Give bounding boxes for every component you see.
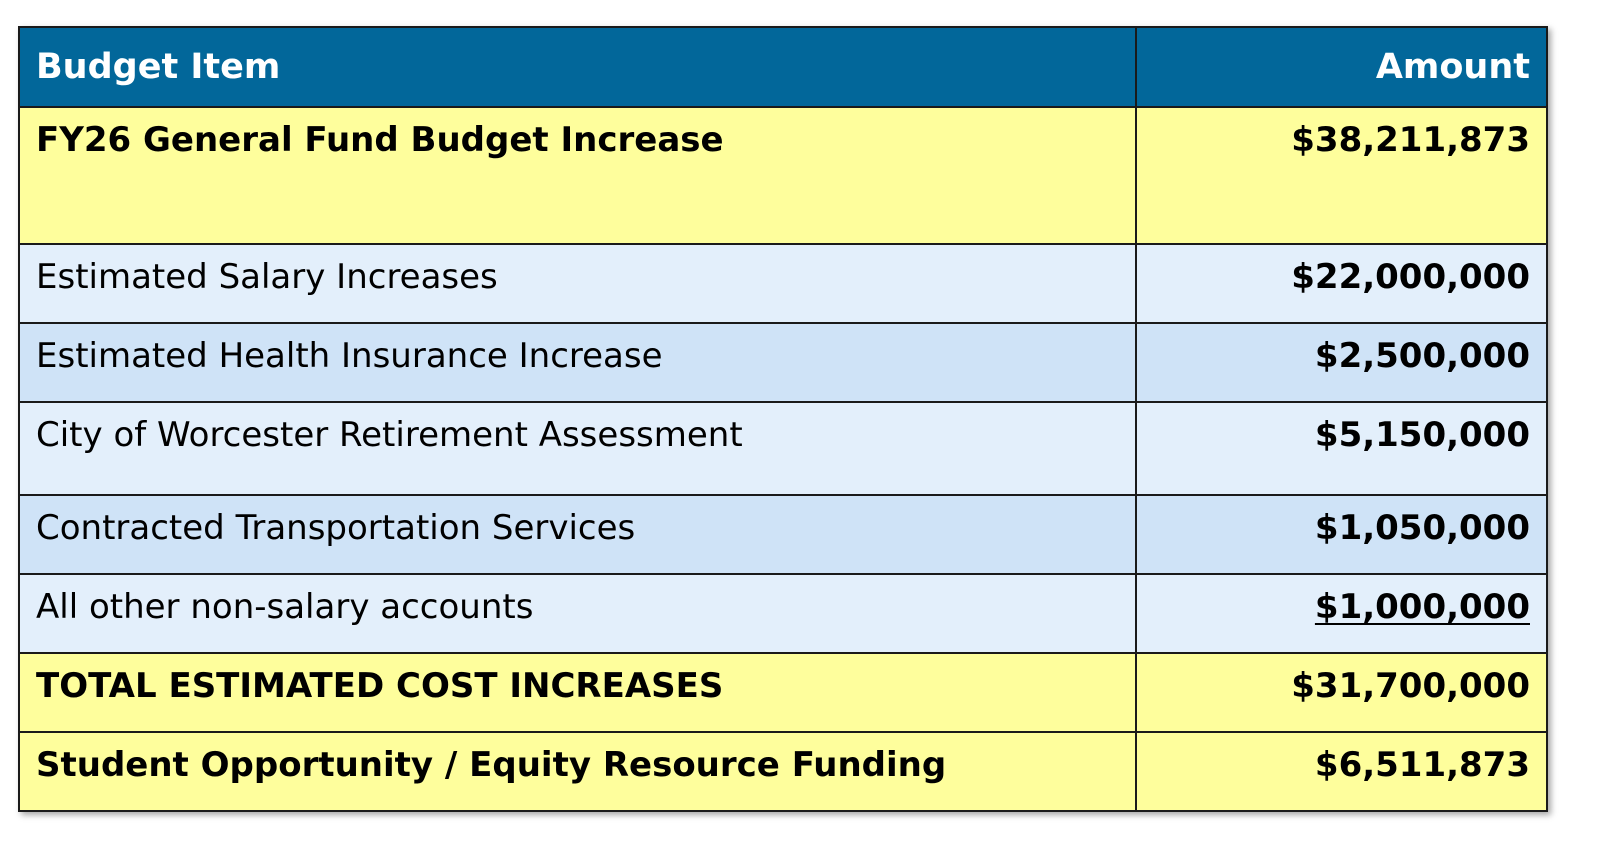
table-row-total: TOTAL ESTIMATED COST INCREASES $31,700,0… xyxy=(18,652,1548,733)
table-row-budget-increase: FY26 General Fund Budget Increase $38,21… xyxy=(18,106,1548,245)
header-budget-item: Budget Item xyxy=(18,26,1137,108)
row-item-label: All other non-salary accounts xyxy=(18,573,1137,654)
row-item-label: Estimated Health Insurance Increase xyxy=(18,322,1137,403)
header-amount: Amount xyxy=(1135,26,1548,108)
table-row-health-insurance: Estimated Health Insurance Increase $2,5… xyxy=(18,322,1548,403)
row-amount-value: $1,050,000 xyxy=(1135,494,1548,575)
row-amount-value: $1,000,000 xyxy=(1314,587,1530,627)
table-row-non-salary: All other non-salary accounts $1,000,000 xyxy=(18,573,1548,654)
table-header-row: Budget Item Amount xyxy=(18,26,1548,108)
budget-table: Budget Item Amount FY26 General Fund Bud… xyxy=(18,26,1548,812)
row-amount-value: $31,700,000 xyxy=(1135,652,1548,733)
row-amount-value: $6,511,873 xyxy=(1135,731,1548,812)
row-amount-value: $22,000,000 xyxy=(1135,243,1548,324)
row-amount-value: $38,211,873 xyxy=(1135,106,1548,245)
row-item-label: City of Worcester Retirement Assessment xyxy=(18,401,1137,496)
row-item-label: Contracted Transportation Services xyxy=(18,494,1137,575)
row-item-label: FY26 General Fund Budget Increase xyxy=(18,106,1137,245)
row-amount-cell: $1,000,000 xyxy=(1135,573,1548,654)
row-item-label: Estimated Salary Increases xyxy=(18,243,1137,324)
table-row-salary: Estimated Salary Increases $22,000,000 xyxy=(18,243,1548,324)
row-amount-value: $5,150,000 xyxy=(1135,401,1548,496)
table-row-retirement: City of Worcester Retirement Assessment … xyxy=(18,401,1548,496)
row-item-label: Student Opportunity / Equity Resource Fu… xyxy=(18,731,1137,812)
row-amount-value: $2,500,000 xyxy=(1135,322,1548,403)
row-item-label: TOTAL ESTIMATED COST INCREASES xyxy=(18,652,1137,733)
table-row-equity-funding: Student Opportunity / Equity Resource Fu… xyxy=(18,731,1548,812)
table-row-transportation: Contracted Transportation Services $1,05… xyxy=(18,494,1548,575)
